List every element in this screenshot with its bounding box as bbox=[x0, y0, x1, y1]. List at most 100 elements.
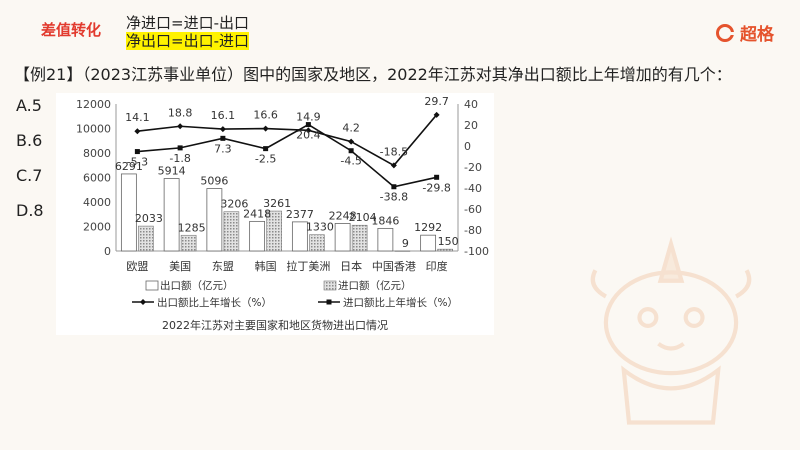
import-bar-label: 3261 bbox=[263, 197, 291, 210]
category-label: 拉丁美洲 bbox=[286, 259, 330, 273]
import-bar bbox=[437, 248, 453, 252]
export-growth-point bbox=[433, 111, 440, 118]
legend-export-growth-marker bbox=[140, 299, 146, 305]
export-growth-point bbox=[305, 127, 312, 134]
export-growth-label: 16.6 bbox=[253, 109, 278, 122]
import-bar-label: 2104 bbox=[349, 211, 377, 224]
import-bar bbox=[180, 234, 197, 252]
import-growth-label: -2.5 bbox=[255, 153, 276, 166]
legend-export-swatch bbox=[145, 280, 159, 291]
export-bar-label: 2248 bbox=[329, 209, 357, 222]
import-bar-label: 1330 bbox=[306, 221, 334, 234]
legend-export-label: 出口额（亿元） bbox=[160, 279, 234, 292]
option-c[interactable]: C.7 bbox=[16, 166, 43, 185]
export-bar-label: 1292 bbox=[414, 221, 442, 234]
export-bar-label: 5914 bbox=[158, 165, 186, 178]
export-growth-point bbox=[390, 162, 397, 169]
logo-text: 超格 bbox=[740, 25, 774, 45]
import-growth-point bbox=[263, 146, 269, 152]
export-growth-label: 4.2 bbox=[342, 122, 360, 135]
export-growth-label: 14.9 bbox=[296, 110, 321, 123]
export-bar bbox=[120, 173, 137, 252]
category-label: 韩国 bbox=[255, 259, 277, 273]
import-growth-label: -1.8 bbox=[169, 152, 190, 165]
export-bar-label: 1846 bbox=[371, 214, 399, 227]
import-growth-label: -29.8 bbox=[422, 181, 450, 194]
legend-export-growth-label: 出口额比上年增长（%） bbox=[157, 296, 272, 309]
topic-tag: 差值转化 bbox=[41, 21, 102, 39]
answer-options: A.5 B.6 C.7 D.8 bbox=[16, 95, 44, 235]
import-growth-label: 20.4 bbox=[296, 129, 321, 142]
import-bar-label: 150 bbox=[438, 235, 459, 248]
net-import-formula: 净进口=进口-出口 bbox=[126, 14, 249, 32]
left-axis-tick-label: 8000 bbox=[83, 147, 111, 160]
import-growth-label: -4.5 bbox=[340, 155, 361, 168]
export-bar bbox=[377, 227, 394, 252]
left-axis-tick-label: 10000 bbox=[76, 123, 111, 136]
export-bar-label: 6291 bbox=[115, 160, 143, 173]
logo-icon bbox=[716, 23, 734, 42]
right-axis-tick-label: -100 bbox=[464, 245, 489, 258]
export-bar-label: 5096 bbox=[200, 175, 228, 188]
import-bar bbox=[266, 210, 282, 252]
export-bar-label: 2418 bbox=[243, 207, 271, 220]
import-growth-label: -5.3 bbox=[127, 156, 148, 169]
import-growth-line bbox=[137, 123, 437, 188]
right-axis-tick-label: -80 bbox=[464, 224, 482, 237]
export-bar bbox=[206, 188, 223, 252]
export-growth-point bbox=[177, 123, 184, 130]
import-growth-point bbox=[220, 135, 226, 141]
export-growth-point bbox=[348, 138, 355, 145]
option-b[interactable]: B.6 bbox=[16, 131, 43, 150]
top-bar: 差值转化 净进口=进口-出口 净出口=出口-进口 超格 bbox=[0, 0, 800, 58]
import-growth-point bbox=[177, 145, 183, 151]
export-growth-label: 16.1 bbox=[211, 109, 236, 122]
import-growth-label: -38.8 bbox=[380, 191, 408, 204]
export-growth-point bbox=[219, 126, 226, 133]
export-growth-label: 18.8 bbox=[168, 106, 193, 119]
import-growth-point bbox=[434, 174, 440, 180]
option-d[interactable]: D.8 bbox=[16, 201, 44, 220]
category-label: 中国香港 bbox=[372, 260, 416, 273]
right-axis-tick-label: -60 bbox=[464, 203, 482, 216]
option-a[interactable]: A.5 bbox=[16, 96, 42, 115]
right-axis-tick-label: -20 bbox=[464, 161, 482, 174]
chart-title: 2022年江苏对主要国家和地区货物进出口情况 bbox=[162, 318, 388, 332]
category-label: 美国 bbox=[169, 260, 191, 273]
left-axis-tick-label: 0 bbox=[104, 245, 111, 258]
export-growth-point bbox=[134, 128, 141, 135]
net-export-formula: 净出口=出口-进口 bbox=[126, 32, 249, 50]
import-bar-label: 9 bbox=[402, 237, 409, 250]
chart-container: 0 2000 4000 6000 8000 10000 12000 -100 -80 -60 -40… bbox=[56, 93, 494, 335]
export-bar bbox=[291, 221, 308, 252]
category-label: 欧盟 bbox=[126, 260, 148, 273]
right-axis-tick-label: 0 bbox=[464, 140, 471, 153]
export-bar bbox=[249, 220, 266, 252]
right-axis-tick-label: -40 bbox=[464, 182, 482, 195]
export-bar bbox=[334, 223, 351, 252]
import-bar bbox=[351, 224, 368, 252]
category-label: 东盟 bbox=[212, 260, 234, 273]
import-bar bbox=[138, 225, 154, 252]
import-growth-point bbox=[348, 148, 354, 154]
export-growth-point bbox=[262, 125, 269, 132]
import-growth-label: 7.3 bbox=[214, 142, 232, 155]
brand-logo: 超格 bbox=[716, 20, 774, 45]
import-bar-label: 2033 bbox=[135, 212, 163, 225]
export-growth-line bbox=[137, 114, 438, 167]
unicorn-mascot-icon bbox=[590, 236, 752, 425]
legend-import-label: 进口额（亿元） bbox=[338, 279, 412, 292]
legend-import-growth-marker bbox=[326, 299, 332, 305]
export-bar bbox=[163, 178, 180, 252]
left-axis-tick-label: 12000 bbox=[76, 98, 111, 111]
trade-chart: 0 2000 4000 6000 8000 10000 12000 -100 -80 -60 -40… bbox=[76, 95, 489, 332]
import-growth-point bbox=[305, 122, 311, 128]
import-bar bbox=[309, 234, 325, 252]
left-axis-tick-label: 6000 bbox=[83, 172, 111, 185]
left-axis-tick-label: 4000 bbox=[83, 196, 111, 209]
export-bar-label: 2377 bbox=[286, 208, 314, 221]
category-label: 印度 bbox=[426, 259, 448, 273]
import-bar bbox=[394, 250, 411, 252]
import-growth-point bbox=[391, 184, 397, 190]
legend-import-swatch bbox=[323, 280, 337, 291]
